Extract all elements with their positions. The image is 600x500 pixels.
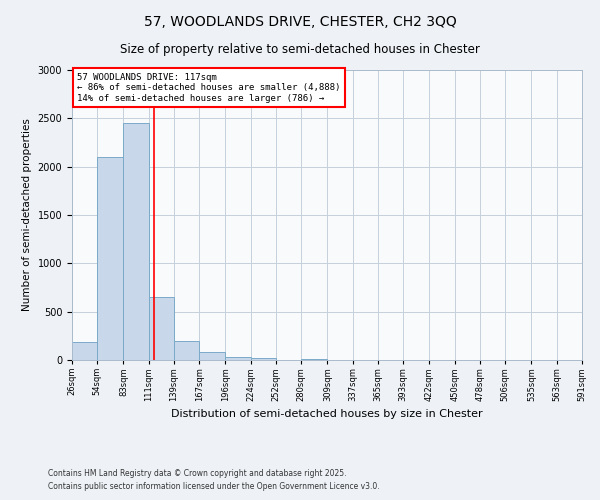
Text: Size of property relative to semi-detached houses in Chester: Size of property relative to semi-detach… bbox=[120, 42, 480, 56]
Bar bbox=[174, 340, 199, 360]
Y-axis label: Number of semi-detached properties: Number of semi-detached properties bbox=[22, 118, 32, 312]
Bar bbox=[301, 358, 328, 360]
Bar bbox=[124, 123, 149, 360]
X-axis label: Distribution of semi-detached houses by size in Chester: Distribution of semi-detached houses by … bbox=[171, 410, 483, 420]
Text: Contains HM Land Registry data © Crown copyright and database right 2025.: Contains HM Land Registry data © Crown c… bbox=[48, 468, 347, 477]
Bar bbox=[199, 352, 226, 360]
Bar bbox=[97, 157, 124, 360]
Text: Contains public sector information licensed under the Open Government Licence v3: Contains public sector information licen… bbox=[48, 482, 380, 491]
Text: 57, WOODLANDS DRIVE, CHESTER, CH2 3QQ: 57, WOODLANDS DRIVE, CHESTER, CH2 3QQ bbox=[143, 15, 457, 29]
Bar bbox=[149, 297, 174, 360]
Bar bbox=[72, 342, 97, 360]
Text: 57 WOODLANDS DRIVE: 117sqm
← 86% of semi-detached houses are smaller (4,888)
14%: 57 WOODLANDS DRIVE: 117sqm ← 86% of semi… bbox=[77, 73, 340, 102]
Bar bbox=[226, 356, 251, 360]
Bar bbox=[251, 358, 276, 360]
